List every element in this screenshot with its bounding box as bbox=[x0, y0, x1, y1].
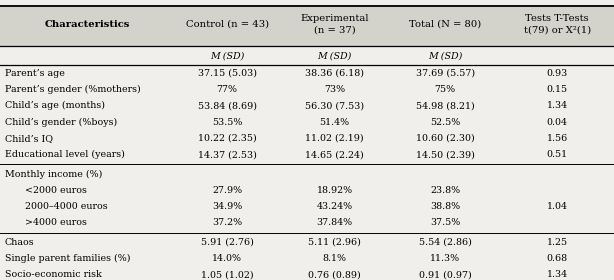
Text: 52.5%: 52.5% bbox=[430, 118, 460, 127]
Text: 53.84 (8.69): 53.84 (8.69) bbox=[198, 101, 257, 110]
Text: 14.37 (2.53): 14.37 (2.53) bbox=[198, 150, 257, 159]
Text: 2000–4000 euros: 2000–4000 euros bbox=[25, 202, 107, 211]
Text: 0.93: 0.93 bbox=[546, 69, 568, 78]
Text: Single parent families (%): Single parent families (%) bbox=[5, 254, 130, 263]
Text: 1.05 (1.02): 1.05 (1.02) bbox=[201, 270, 254, 279]
Text: 37.69 (5.57): 37.69 (5.57) bbox=[416, 69, 475, 78]
Text: 37.15 (5.03): 37.15 (5.03) bbox=[198, 69, 257, 78]
Text: 73%: 73% bbox=[324, 85, 345, 94]
Text: Chaos: Chaos bbox=[5, 238, 34, 247]
FancyBboxPatch shape bbox=[0, 5, 614, 46]
Text: 75%: 75% bbox=[435, 85, 456, 94]
Text: 38.36 (6.18): 38.36 (6.18) bbox=[305, 69, 364, 78]
Text: Child’s gender (%boys): Child’s gender (%boys) bbox=[5, 118, 117, 127]
Text: 14.0%: 14.0% bbox=[212, 254, 242, 263]
Text: Educational level (years): Educational level (years) bbox=[5, 150, 125, 159]
Text: Child’s age (months): Child’s age (months) bbox=[5, 101, 105, 110]
Text: 37.5%: 37.5% bbox=[430, 218, 460, 227]
Text: 37.2%: 37.2% bbox=[212, 218, 243, 227]
Text: <2000 euros: <2000 euros bbox=[25, 186, 87, 195]
Text: 10.22 (2.35): 10.22 (2.35) bbox=[198, 134, 257, 143]
Text: 0.91 (0.97): 0.91 (0.97) bbox=[419, 270, 472, 279]
Text: 38.8%: 38.8% bbox=[430, 202, 460, 211]
Text: M (SD): M (SD) bbox=[317, 51, 352, 60]
Text: Monthly income (%): Monthly income (%) bbox=[5, 170, 103, 179]
Text: 5.54 (2.86): 5.54 (2.86) bbox=[419, 238, 472, 247]
Text: 0.15: 0.15 bbox=[546, 85, 568, 94]
Text: 1.04: 1.04 bbox=[546, 202, 568, 211]
Text: Socio-economic risk: Socio-economic risk bbox=[5, 270, 102, 279]
Text: 53.5%: 53.5% bbox=[212, 118, 243, 127]
Text: M (SD): M (SD) bbox=[210, 51, 244, 60]
Text: 8.1%: 8.1% bbox=[322, 254, 347, 263]
Text: Control (n = 43): Control (n = 43) bbox=[185, 20, 269, 29]
Text: 0.04: 0.04 bbox=[546, 118, 568, 127]
Text: Characteristics: Characteristics bbox=[45, 20, 130, 29]
Text: 54.98 (8.21): 54.98 (8.21) bbox=[416, 101, 475, 110]
Text: 27.9%: 27.9% bbox=[212, 186, 243, 195]
Text: 5.11 (2.96): 5.11 (2.96) bbox=[308, 238, 361, 247]
Text: 23.8%: 23.8% bbox=[430, 186, 460, 195]
Text: 77%: 77% bbox=[217, 85, 238, 94]
Text: 1.25: 1.25 bbox=[546, 238, 568, 247]
Text: 56.30 (7.53): 56.30 (7.53) bbox=[305, 101, 364, 110]
Text: 14.50 (2.39): 14.50 (2.39) bbox=[416, 150, 475, 159]
Text: 0.68: 0.68 bbox=[546, 254, 568, 263]
Text: 1.34: 1.34 bbox=[546, 270, 568, 279]
Text: Child’s IQ: Child’s IQ bbox=[5, 134, 53, 143]
Text: 37.84%: 37.84% bbox=[317, 218, 352, 227]
Text: Parent’s age: Parent’s age bbox=[5, 69, 65, 78]
Text: 0.76 (0.89): 0.76 (0.89) bbox=[308, 270, 361, 279]
Text: 18.92%: 18.92% bbox=[317, 186, 352, 195]
Text: 14.65 (2.24): 14.65 (2.24) bbox=[305, 150, 364, 159]
Text: >4000 euros: >4000 euros bbox=[25, 218, 87, 227]
Text: M (SD): M (SD) bbox=[428, 51, 462, 60]
Text: 10.60 (2.30): 10.60 (2.30) bbox=[416, 134, 475, 143]
Text: 5.91 (2.76): 5.91 (2.76) bbox=[201, 238, 254, 247]
Text: Total (N = 80): Total (N = 80) bbox=[409, 20, 481, 29]
Text: 34.9%: 34.9% bbox=[212, 202, 243, 211]
Text: 43.24%: 43.24% bbox=[317, 202, 352, 211]
Text: Tests T-Tests
t(79) or X²(1): Tests T-Tests t(79) or X²(1) bbox=[524, 15, 591, 34]
Text: 51.4%: 51.4% bbox=[319, 118, 350, 127]
Text: 0.51: 0.51 bbox=[546, 150, 568, 159]
Text: 11.02 (2.19): 11.02 (2.19) bbox=[305, 134, 364, 143]
Text: 1.34: 1.34 bbox=[546, 101, 568, 110]
Text: 1.56: 1.56 bbox=[546, 134, 568, 143]
Text: Parent’s gender (%mothers): Parent’s gender (%mothers) bbox=[5, 85, 141, 94]
Text: 11.3%: 11.3% bbox=[430, 254, 460, 263]
Text: Experimental
(n = 37): Experimental (n = 37) bbox=[300, 15, 369, 34]
